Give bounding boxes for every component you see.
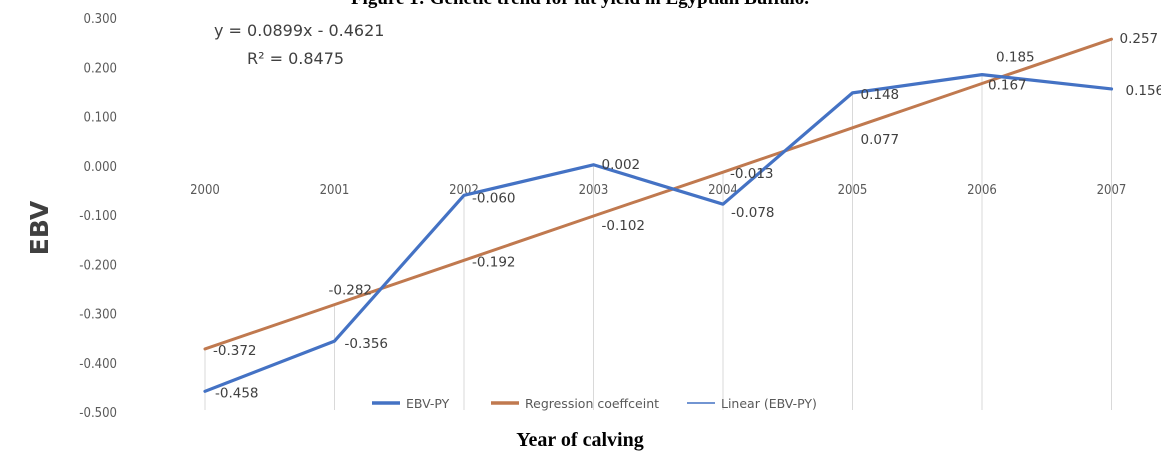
regression-data-label: -0.192 bbox=[472, 254, 516, 270]
y-tick-label: 0.000 bbox=[84, 160, 117, 175]
ebv-data-label: -0.458 bbox=[215, 385, 259, 401]
legend-label: Regression coeffceint bbox=[525, 396, 659, 411]
y-tick-label: -0.100 bbox=[79, 209, 117, 224]
chart-title: Figure 1: Genetic trend for fat yield in… bbox=[351, 0, 809, 9]
x-tick-label: 2003 bbox=[579, 183, 609, 198]
y-tick-label: -0.500 bbox=[79, 406, 117, 421]
x-tick-label: 2005 bbox=[838, 183, 868, 198]
ebv-data-label: 0.156 bbox=[1126, 83, 1161, 99]
y-axis-label: EBV bbox=[25, 200, 54, 255]
ebv-py-line bbox=[203, 73, 1114, 393]
y-tick-label: 0.200 bbox=[84, 61, 117, 76]
y-tick-label: -0.400 bbox=[79, 357, 117, 372]
x-tick-label: 2007 bbox=[1097, 183, 1127, 198]
regression-data-label: -0.102 bbox=[602, 218, 646, 234]
regression-data-label: -0.372 bbox=[213, 343, 257, 359]
y-tick-label: 0.100 bbox=[84, 111, 117, 126]
legend-label: Linear (EBV-PY) bbox=[721, 396, 817, 411]
ebv-data-label: -0.356 bbox=[345, 336, 389, 352]
ebv-data-label: -0.078 bbox=[731, 205, 775, 221]
legend-label: EBV-PY bbox=[406, 396, 450, 411]
y-tick-label: -0.200 bbox=[79, 258, 117, 273]
regression-data-label: -0.282 bbox=[329, 283, 373, 299]
y-tick-label: -0.300 bbox=[79, 308, 117, 323]
regression-data-label: 0.257 bbox=[1120, 31, 1159, 47]
regression-data-label: 0.167 bbox=[988, 78, 1027, 94]
x-tick-label: 2001 bbox=[320, 183, 350, 198]
x-tick-label: 2004 bbox=[708, 183, 738, 198]
regression-data-label: -0.013 bbox=[730, 166, 774, 182]
regression-data-label: 0.077 bbox=[861, 132, 900, 148]
x-axis-label: Year of calving bbox=[516, 429, 643, 451]
ebv-data-label: 0.002 bbox=[602, 157, 641, 173]
y-tick-label: 0.300 bbox=[84, 12, 117, 27]
legend: EBV-PY Regression coeffceint Linear (EBV-P… bbox=[372, 396, 817, 411]
ebv-data-label: 0.148 bbox=[861, 87, 900, 103]
x-tick-label: 2006 bbox=[967, 183, 997, 198]
trendline-equation: y = 0.0899x - 0.4621 bbox=[214, 21, 384, 40]
x-tick-label: 2000 bbox=[190, 183, 220, 198]
trendline-r-squared: R² = 0.8475 bbox=[247, 49, 344, 68]
regression-line bbox=[203, 37, 1113, 351]
ebv-data-label: -0.060 bbox=[472, 190, 516, 206]
ebv-data-label: 0.185 bbox=[996, 50, 1035, 66]
